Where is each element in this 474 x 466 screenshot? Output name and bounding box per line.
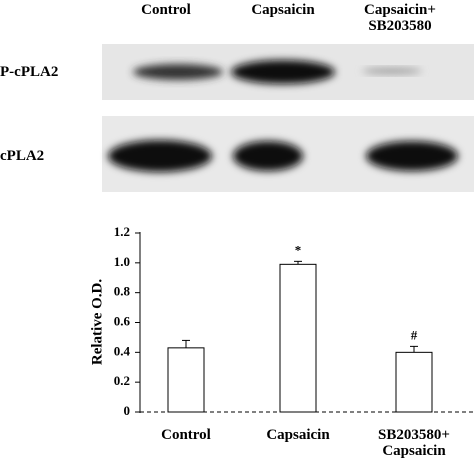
y-tick-label: 0.4 xyxy=(114,343,131,358)
blot-band xyxy=(231,60,335,84)
blot-band xyxy=(233,141,303,171)
blot-band xyxy=(362,68,422,74)
bar xyxy=(395,351,433,413)
annotation: * xyxy=(295,242,302,257)
row-label: P-cPLA2 xyxy=(0,64,59,80)
annotation: # xyxy=(411,327,418,342)
blot-band xyxy=(133,64,223,80)
blot-band xyxy=(108,140,212,172)
y-tick-label: 0.8 xyxy=(114,284,131,299)
column-label: Capsaicin xyxy=(251,2,315,18)
bar xyxy=(279,263,317,413)
column-label: Capsaicin+ SB203580 xyxy=(364,2,436,34)
column-label: Control xyxy=(141,2,191,18)
y-axis-label: Relative O.D. xyxy=(89,279,105,365)
x-tick-label: SB203580+ Capsaicin xyxy=(378,427,450,459)
row-label: cPLA2 xyxy=(0,148,45,164)
y-tick-label: 1.0 xyxy=(114,254,130,269)
x-tick-label: Capsaicin xyxy=(266,427,330,443)
x-tick-label: Control xyxy=(161,427,211,443)
blot-band xyxy=(366,141,458,171)
y-tick-label: 0.6 xyxy=(114,313,131,328)
y-tick-label: 1.2 xyxy=(114,224,130,239)
bar xyxy=(167,347,205,413)
y-tick-label: 0 xyxy=(124,403,131,418)
y-tick-label: 0.2 xyxy=(114,373,130,388)
